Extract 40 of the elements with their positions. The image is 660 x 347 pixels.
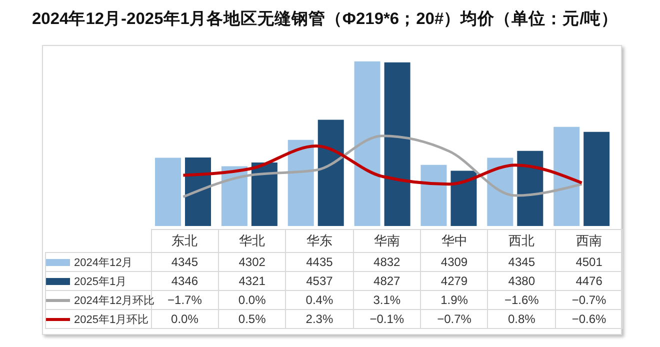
x-tick-label: 东北 bbox=[151, 230, 218, 252]
x-tick-label: 华东 bbox=[286, 230, 354, 252]
data-label: 4832 bbox=[353, 252, 421, 272]
x-tick-label: 华南 bbox=[353, 230, 421, 252]
data-label: 4380 bbox=[488, 272, 556, 290]
legend-label: 2025年1月 bbox=[46, 272, 151, 290]
data-label: 4345 bbox=[151, 252, 218, 272]
data-label: 0.5% bbox=[218, 310, 286, 328]
data-label: −0.7% bbox=[420, 310, 488, 328]
data-label: 4501 bbox=[555, 252, 623, 272]
data-label: 4827 bbox=[353, 272, 421, 290]
data-label: −1.6% bbox=[488, 290, 556, 310]
x-tick-label: 西南 bbox=[555, 230, 623, 252]
data-label: 4537 bbox=[286, 272, 354, 290]
data-label: 4346 bbox=[151, 272, 218, 290]
data-label: 3.1% bbox=[353, 290, 421, 310]
data-label: 4476 bbox=[555, 272, 623, 290]
data-label: −1.7% bbox=[168, 293, 202, 307]
x-tick-label: 华北 bbox=[218, 230, 286, 252]
data-label: 4302 bbox=[218, 252, 286, 272]
data-label: 4309 bbox=[420, 252, 488, 272]
legend-label: 2025年1月环比 bbox=[46, 310, 151, 328]
x-tick-label: 西北 bbox=[488, 230, 556, 252]
data-label: 0.0% bbox=[218, 290, 286, 310]
data-label: 0.4% bbox=[286, 290, 354, 310]
x-tick-label: 华中 bbox=[420, 230, 488, 252]
data-label: 4345 bbox=[488, 252, 556, 272]
chart-title: 2024年12月-2025年1月各地区无缝钢管（Φ219*6；20#）均价（单位：元/吨） bbox=[32, 9, 620, 30]
data-label: 0.0% bbox=[151, 310, 218, 328]
data-label: −0.7% bbox=[555, 290, 623, 310]
data-label: 4279 bbox=[420, 272, 488, 290]
data-label: 0.8% bbox=[488, 310, 556, 328]
data-label: 1.9% bbox=[420, 290, 488, 310]
data-label: −0.6% bbox=[555, 310, 623, 328]
legend-label: 2024年12月环比 bbox=[73, 294, 155, 308]
legend-label: 2024年12月 bbox=[46, 252, 151, 272]
data-label: 2.3% bbox=[286, 310, 354, 328]
data-label: 4435 bbox=[286, 252, 354, 272]
data-label: 4321 bbox=[218, 272, 286, 290]
data-label: −0.1% bbox=[353, 310, 421, 328]
